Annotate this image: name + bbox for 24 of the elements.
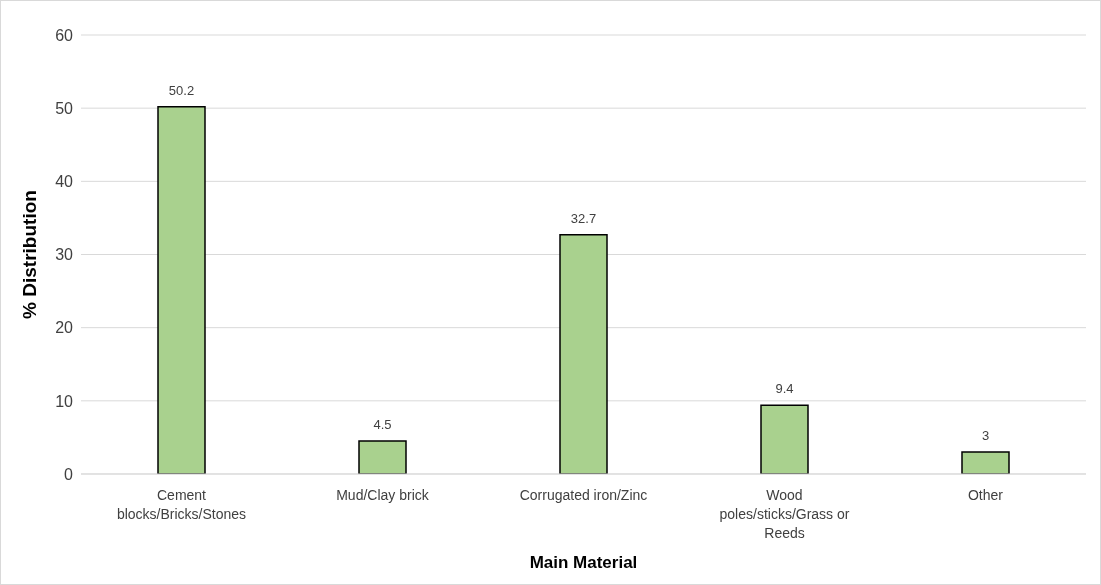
- data-label: 9.4: [775, 381, 794, 397]
- bar: [358, 440, 407, 474]
- x-axis-title: Main Material: [529, 553, 638, 572]
- y-tick-label: 10: [55, 392, 74, 410]
- x-tick-label: Cement blocks/Bricks/Stones: [116, 487, 247, 522]
- y-tick-label: 40: [55, 173, 74, 191]
- y-tick-label: 30: [55, 246, 74, 264]
- x-tick-label: Mud/Clay brick: [336, 487, 430, 503]
- y-tick-label: 60: [55, 26, 74, 44]
- data-label: 4.5: [373, 417, 392, 433]
- y-tick-label: 20: [55, 319, 74, 337]
- bar: [559, 234, 608, 474]
- y-tick-label: 50: [55, 99, 74, 117]
- data-label: 50.2: [168, 82, 195, 98]
- data-label: 32.7: [570, 210, 597, 226]
- bar: [157, 105, 206, 474]
- bar: [760, 404, 809, 474]
- x-tick-label: Other: [967, 487, 1004, 503]
- y-axis-title: % Distribution: [18, 190, 40, 319]
- data-label: 3: [981, 428, 990, 444]
- x-tick-label: Corrugated iron/Zinc: [519, 487, 648, 503]
- bar: [961, 451, 1010, 474]
- x-tick-label: Wood poles/sticks/Grass or Reeds: [719, 487, 850, 541]
- y-tick-label: 0: [64, 465, 74, 483]
